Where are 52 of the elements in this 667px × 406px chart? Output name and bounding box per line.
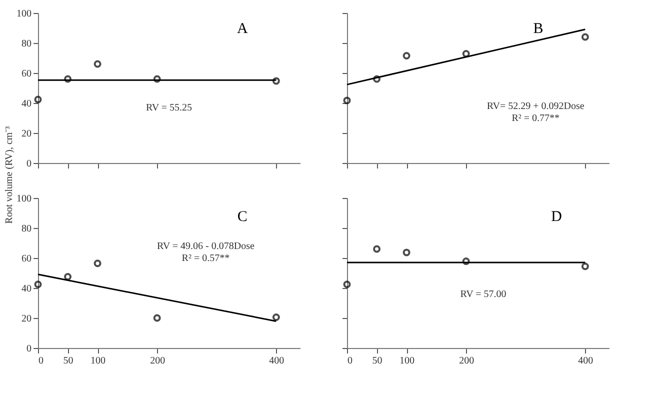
point: [373, 75, 381, 83]
point: [343, 96, 351, 104]
y-tick-label: 60: [22, 68, 32, 80]
annotation: RV = 55.25: [146, 102, 192, 114]
point: [34, 280, 42, 288]
point: [94, 60, 102, 68]
point: [462, 258, 470, 266]
y-axis-title: Root volume (RV), cm⁻³: [4, 126, 15, 224]
annotation: R² = 0.57**: [182, 253, 230, 264]
x-tick-label: 0: [38, 356, 44, 366]
point: [402, 248, 410, 256]
x-tick-label: 50: [372, 356, 382, 366]
x-tick-label: 200: [150, 356, 166, 366]
annotation: RV= 52.29 + 0.092Dose: [486, 101, 585, 112]
point: [64, 75, 72, 83]
y-tick-label: 20: [22, 314, 32, 324]
point: [343, 280, 351, 288]
y-tick-label: 20: [22, 128, 32, 140]
annotation: R² = 0.77**: [512, 113, 560, 124]
text: A: [236, 21, 248, 37]
text: B: [533, 21, 544, 37]
y-tick-label: 80: [22, 38, 32, 50]
x-tick-label: 400: [578, 356, 594, 366]
x-tick-label: 100: [90, 356, 106, 366]
point: [272, 314, 280, 321]
point: [64, 273, 72, 280]
y-tick-label: 40: [22, 284, 32, 294]
y-tick-label: 100: [16, 8, 32, 20]
point: [581, 33, 589, 41]
text: C: [237, 209, 248, 225]
x-tick-label: 400: [269, 356, 284, 366]
x-tick-label: 100: [400, 356, 415, 366]
point: [94, 260, 102, 268]
x-tick-label: 50: [63, 356, 74, 366]
y-tick-label: 0: [26, 344, 32, 354]
y-tick-label: 40: [22, 98, 32, 110]
annotation: RV = 57.00: [460, 289, 506, 300]
point: [581, 262, 589, 270]
point: [462, 50, 470, 58]
y-tick-label: 0: [26, 158, 32, 170]
point: [153, 314, 161, 322]
text: D: [551, 209, 562, 225]
point: [402, 52, 410, 60]
x-tick-label: 0: [348, 356, 352, 366]
y-tick-label: 80: [22, 224, 32, 234]
point: [373, 245, 381, 253]
y-tick-label: 100: [16, 194, 32, 204]
y-tick-label: 60: [22, 254, 32, 264]
x-tick-label: 200: [459, 356, 474, 366]
point: [153, 75, 161, 83]
point: [34, 96, 42, 104]
annotation: RV = 49.06 - 0.078Dose: [156, 241, 255, 252]
